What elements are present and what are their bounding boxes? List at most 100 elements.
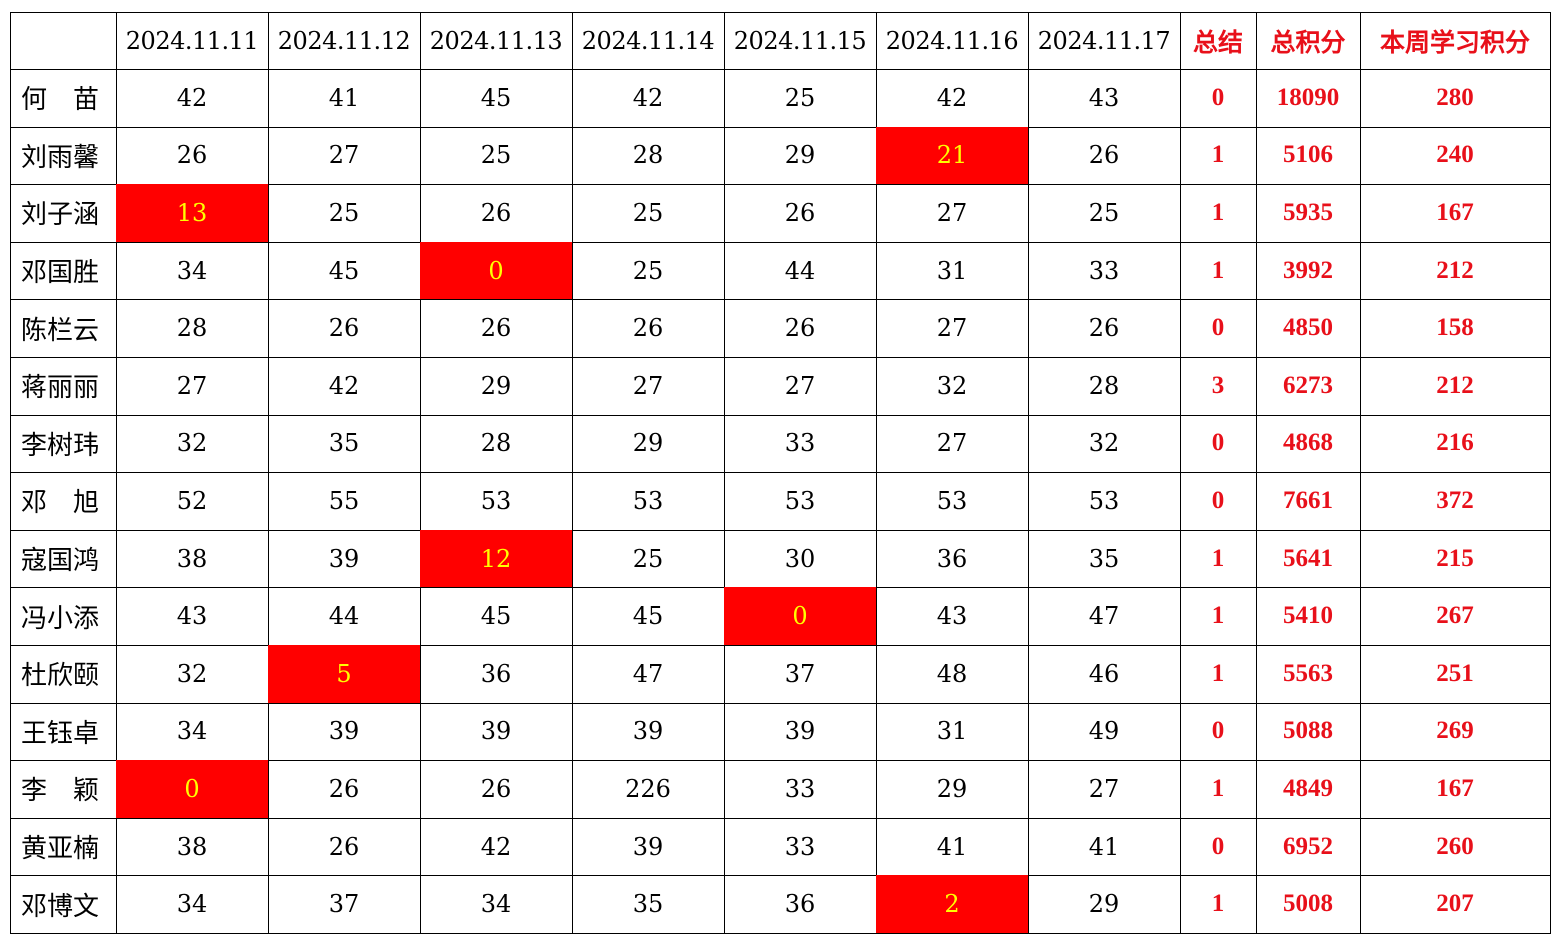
score-cell: 29 [572,414,725,474]
score-cell: 46 [1028,645,1181,704]
score-cell: 36 [876,529,1029,589]
score-cell: 42 [572,69,725,128]
score-cell: 38 [116,817,269,877]
name-cell: 杜欣颐 [10,645,117,704]
name-cell: 邓 旭 [10,472,117,531]
score-cell: 2 [876,875,1029,934]
score-cell: 31 [876,241,1029,301]
score-cell: 3992 [1256,241,1361,301]
score-cell: 27 [876,184,1029,243]
name-cell: 王钰卓 [10,702,117,762]
score-cell: 280 [1360,69,1551,128]
score-cell: 26 [420,760,573,819]
score-cell: 21 [876,126,1029,186]
score-cell: 49 [1028,702,1181,762]
score-cell: 0 [116,760,269,819]
score-cell: 1 [1180,184,1257,243]
score-cell: 27 [268,126,421,186]
score-cell: 33 [724,760,877,819]
score-cell: 167 [1360,184,1551,243]
header-cell: 总积分 [1256,12,1361,70]
score-cell: 27 [572,357,725,416]
score-cell: 372 [1360,472,1551,531]
score-cell: 0 [420,241,573,301]
score-cell: 25 [572,529,725,589]
score-cell: 29 [420,357,573,416]
score-cell: 33 [724,414,877,474]
name-cell: 刘子涵 [10,184,117,243]
score-cell: 0 [724,587,877,646]
score-cell: 251 [1360,645,1551,704]
score-cell: 0 [1180,414,1257,474]
header-cell: 2024.11.17 [1028,12,1181,70]
score-cell: 26 [268,299,421,358]
score-cell: 5106 [1256,126,1361,186]
score-cell: 13 [116,184,269,243]
score-cell: 31 [876,702,1029,762]
name-cell: 邓博文 [10,875,117,934]
score-cell: 26 [268,760,421,819]
score-cell: 6952 [1256,817,1361,877]
score-cell: 25 [572,184,725,243]
score-cell: 3 [1180,357,1257,416]
score-cell: 216 [1360,414,1551,474]
header-cell: 本周学习积分 [1360,12,1551,70]
score-cell: 226 [572,760,725,819]
score-cell: 42 [116,69,269,128]
score-cell: 5563 [1256,645,1361,704]
score-cell: 47 [572,645,725,704]
score-cell: 39 [724,702,877,762]
name-cell: 寇国鸿 [10,529,117,589]
score-cell: 42 [420,817,573,877]
score-cell: 43 [116,587,269,646]
score-cell: 0 [1180,299,1257,358]
score-cell: 5088 [1256,702,1361,762]
score-cell: 45 [420,69,573,128]
score-cell: 260 [1360,817,1551,877]
score-cell: 27 [1028,760,1181,819]
header-cell [10,12,117,70]
score-cell: 26 [1028,299,1181,358]
score-cell: 18090 [1256,69,1361,128]
score-cell: 0 [1180,472,1257,531]
name-cell: 蒋丽丽 [10,357,117,416]
score-cell: 45 [268,241,421,301]
score-cell: 33 [1028,241,1181,301]
score-cell: 53 [724,472,877,531]
name-cell: 李 颖 [10,760,117,819]
name-cell: 邓国胜 [10,241,117,301]
score-cell: 25 [420,126,573,186]
score-cell: 1 [1180,760,1257,819]
score-cell: 267 [1360,587,1551,646]
score-cell: 1 [1180,529,1257,589]
score-cell: 27 [876,299,1029,358]
score-cell: 25 [268,184,421,243]
score-cell: 34 [420,875,573,934]
score-cell: 4868 [1256,414,1361,474]
score-cell: 26 [1028,126,1181,186]
score-cell: 240 [1360,126,1551,186]
score-cell: 28 [420,414,573,474]
score-cell: 0 [1180,702,1257,762]
score-cell: 55 [268,472,421,531]
score-cell: 5008 [1256,875,1361,934]
score-cell: 32 [116,645,269,704]
score-cell: 42 [268,357,421,416]
score-cell: 212 [1360,357,1551,416]
score-cell: 52 [116,472,269,531]
score-cell: 32 [876,357,1029,416]
score-cell: 41 [268,69,421,128]
score-cell: 26 [420,299,573,358]
score-cell: 215 [1360,529,1551,589]
score-cell: 27 [724,357,877,416]
score-cell: 207 [1360,875,1551,934]
score-cell: 39 [572,817,725,877]
score-cell: 4850 [1256,299,1361,358]
score-cell: 25 [572,241,725,301]
score-cell: 4849 [1256,760,1361,819]
name-cell: 冯小添 [10,587,117,646]
score-cell: 29 [1028,875,1181,934]
score-cell: 0 [1180,69,1257,128]
score-cell: 32 [1028,414,1181,474]
